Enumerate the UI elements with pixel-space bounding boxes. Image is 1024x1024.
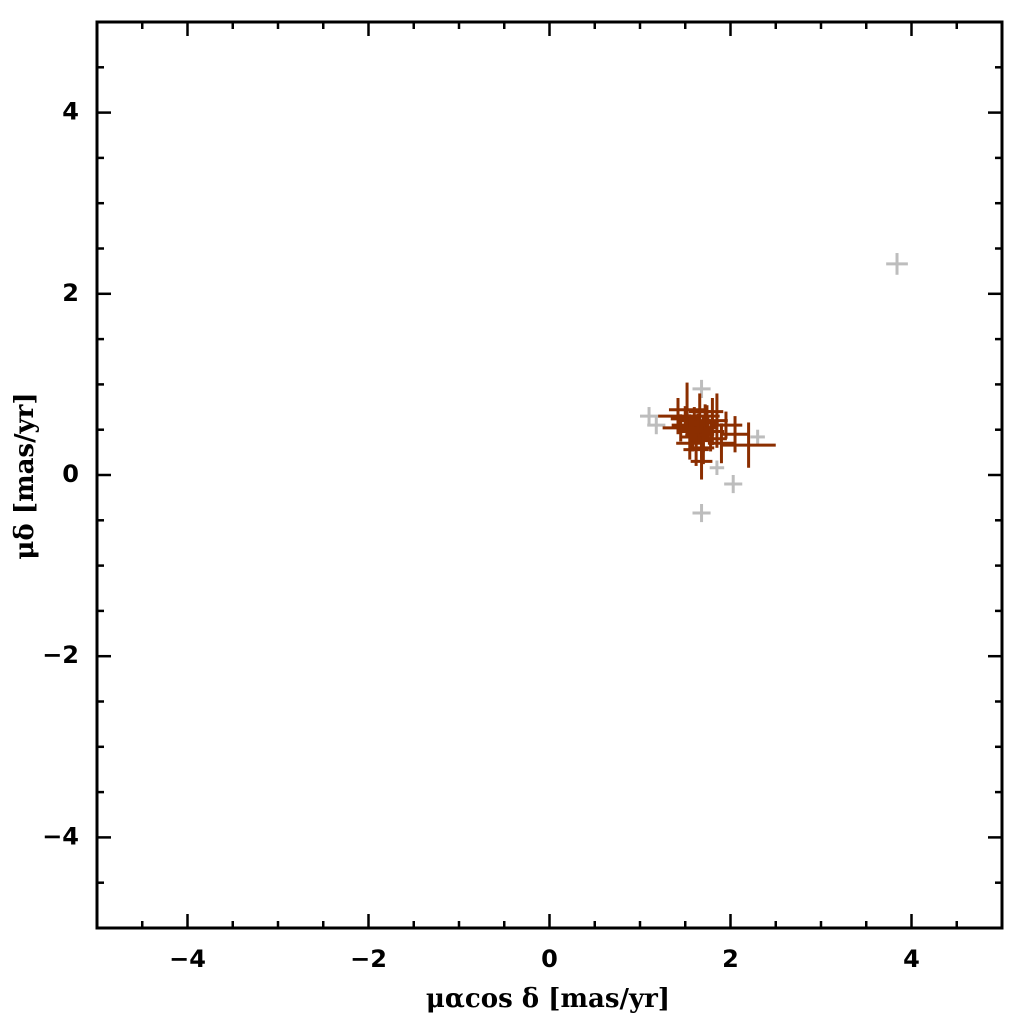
x-tick-label: 0 (541, 945, 558, 973)
y-tick-label: −4 (42, 822, 79, 850)
y-tick-label: 4 (62, 98, 79, 126)
y-tick-label: 0 (62, 460, 79, 488)
x-tick-label: 4 (903, 945, 920, 973)
y-tick-label: 2 (62, 279, 79, 307)
y-tick-label: −2 (42, 641, 79, 669)
x-axis-label: μαcos δ [mas/yr] (426, 984, 670, 1014)
x-tick-label: −2 (350, 945, 387, 973)
x-tick-label: −4 (169, 945, 206, 973)
plot-frame (95, 20, 1004, 930)
y-axis-label: μδ [mas/yr] (10, 392, 40, 559)
x-tick-label: 2 (722, 945, 739, 973)
